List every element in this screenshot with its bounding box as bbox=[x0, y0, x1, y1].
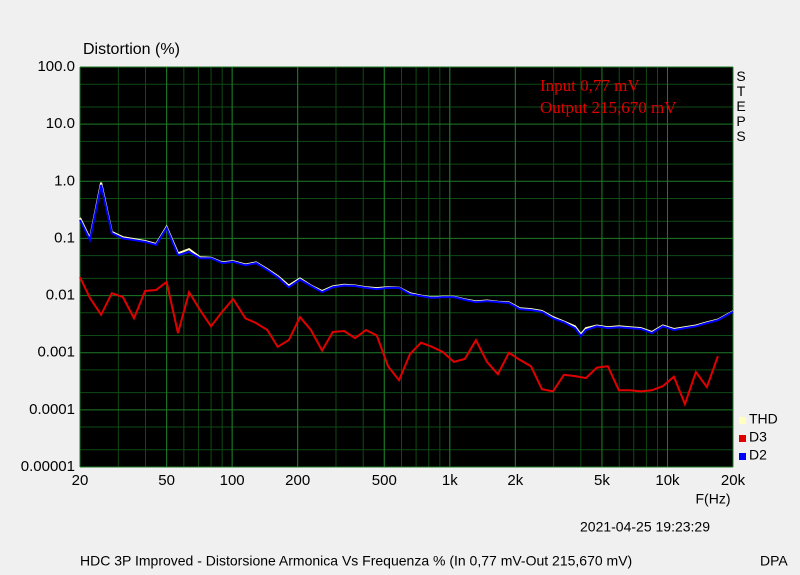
plot-area bbox=[80, 67, 733, 467]
x-tick-label: 5k bbox=[594, 472, 610, 489]
y-tick-label: 100.0 bbox=[37, 58, 75, 75]
annotation: Input 0,77 mV bbox=[540, 76, 640, 95]
footer: HDC 3P Improved - Distorsione Armonica V… bbox=[80, 553, 632, 569]
x-tick-label: 100 bbox=[220, 472, 245, 489]
x-tick-label: 200 bbox=[285, 472, 310, 489]
y-tick-label: 0.001 bbox=[37, 344, 75, 361]
timestamp: 2021-04-25 19:23:29 bbox=[580, 519, 710, 535]
side-label: STEPS bbox=[733, 68, 749, 143]
series-line bbox=[79, 184, 734, 338]
grid bbox=[79, 66, 734, 468]
legend-swatch bbox=[739, 453, 746, 460]
x-tick-label: 10k bbox=[655, 472, 680, 489]
y-tick-label: 10.0 bbox=[46, 115, 75, 132]
chart-title: Distortion (%) bbox=[83, 41, 180, 58]
legend-label: THD bbox=[749, 411, 778, 427]
footer-right: DPA bbox=[760, 553, 788, 569]
y-tick-label: 0.00001 bbox=[21, 458, 75, 475]
y-tick-label: 0.01 bbox=[46, 287, 75, 304]
x-tick-label: 2k bbox=[507, 472, 523, 489]
y-tick-label: 1.0 bbox=[54, 172, 75, 189]
y-tick-label: 0.1 bbox=[54, 229, 75, 246]
series-lines bbox=[79, 182, 734, 407]
x-tick-label: 50 bbox=[158, 472, 175, 489]
legend-swatch bbox=[739, 417, 746, 424]
x-axis-label: F(Hz) bbox=[696, 491, 731, 507]
x-tick-label: 20 bbox=[72, 472, 89, 489]
x-tick-label: 20k bbox=[721, 472, 746, 489]
x-tick-label: 500 bbox=[372, 472, 397, 489]
series-line bbox=[79, 276, 719, 407]
legend-label: D3 bbox=[749, 429, 767, 445]
legend-label: D2 bbox=[749, 447, 767, 463]
y-tick-label: 0.0001 bbox=[29, 401, 75, 418]
legend-swatch bbox=[739, 435, 746, 442]
annotation: Output 215,670 mV bbox=[540, 98, 677, 117]
x-tick-label: 1k bbox=[442, 472, 458, 489]
